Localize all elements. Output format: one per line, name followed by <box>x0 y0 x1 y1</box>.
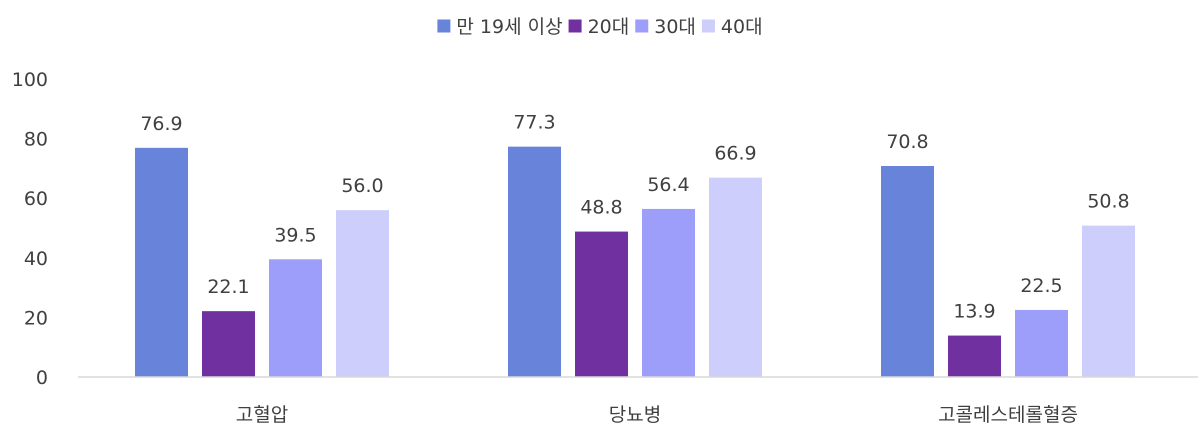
legend-label-2: 20대 <box>588 16 630 38</box>
bar-1-series-1 <box>135 147 188 377</box>
legend-swatch-1 <box>437 19 451 33</box>
legend-label-4: 40대 <box>721 16 763 38</box>
data-label-2-series-2: 48.8 <box>580 197 622 219</box>
bar-2-series-4 <box>709 177 762 377</box>
data-label-1-series-1: 76.9 <box>140 113 182 135</box>
y-tick-label-80: 80 <box>24 129 48 151</box>
bar-1-series-3 <box>269 259 322 377</box>
bar-1-series-2 <box>202 311 255 377</box>
data-label-3-series-4: 50.8 <box>1087 191 1129 213</box>
data-label-2-series-4: 66.9 <box>714 143 756 165</box>
y-axis-ticks: 0 20 40 60 80 100 <box>12 69 48 389</box>
bar-3-series-2 <box>948 335 1001 377</box>
y-tick-label-40: 40 <box>24 248 48 270</box>
y-tick-label-60: 60 <box>24 188 48 210</box>
data-label-2-series-1: 77.3 <box>513 112 555 134</box>
data-label-1-series-3: 39.5 <box>274 224 316 246</box>
bar-3-series-4 <box>1082 225 1135 377</box>
bar-3-series-1 <box>881 166 934 377</box>
bar-2-series-3 <box>642 208 695 377</box>
category-label-3: 고콜레스테롤혈증 <box>938 404 1078 426</box>
y-tick-label-100: 100 <box>12 69 48 91</box>
category-label-1: 고혈압 <box>236 404 288 426</box>
legend-swatch-2 <box>568 19 582 33</box>
x-axis-categories: 고혈압 당뇨병 고콜레스테롤혈증 <box>236 404 1078 426</box>
data-label-3-series-1: 70.8 <box>886 131 928 153</box>
legend: 만 19세 이상 20대 30대 40대 <box>437 16 763 38</box>
bar-2-series-1 <box>508 146 561 377</box>
legend-swatch-3 <box>635 19 649 33</box>
bar-3-series-3 <box>1015 309 1068 377</box>
data-label-1-series-2: 22.1 <box>207 276 249 298</box>
legend-swatch-4 <box>701 19 715 33</box>
bar-1-series-4 <box>336 210 389 377</box>
bar-2-series-2 <box>575 231 628 377</box>
data-label-3-series-2: 13.9 <box>953 301 995 323</box>
legend-label-3: 30대 <box>654 16 696 38</box>
y-tick-label-20: 20 <box>24 307 48 329</box>
data-label-3-series-3: 22.5 <box>1020 275 1062 297</box>
category-label-2: 당뇨병 <box>609 404 661 426</box>
bars <box>135 146 1135 377</box>
y-tick-label-0: 0 <box>36 367 48 389</box>
legend-label-1: 만 19세 이상 <box>456 16 562 38</box>
data-labels: 76.9 22.1 39.5 56.0 77.3 48.8 56.4 66.9 70.8 13.9… <box>140 112 1129 323</box>
data-label-2-series-3: 56.4 <box>647 174 689 196</box>
data-label-1-series-4: 56.0 <box>341 175 383 197</box>
